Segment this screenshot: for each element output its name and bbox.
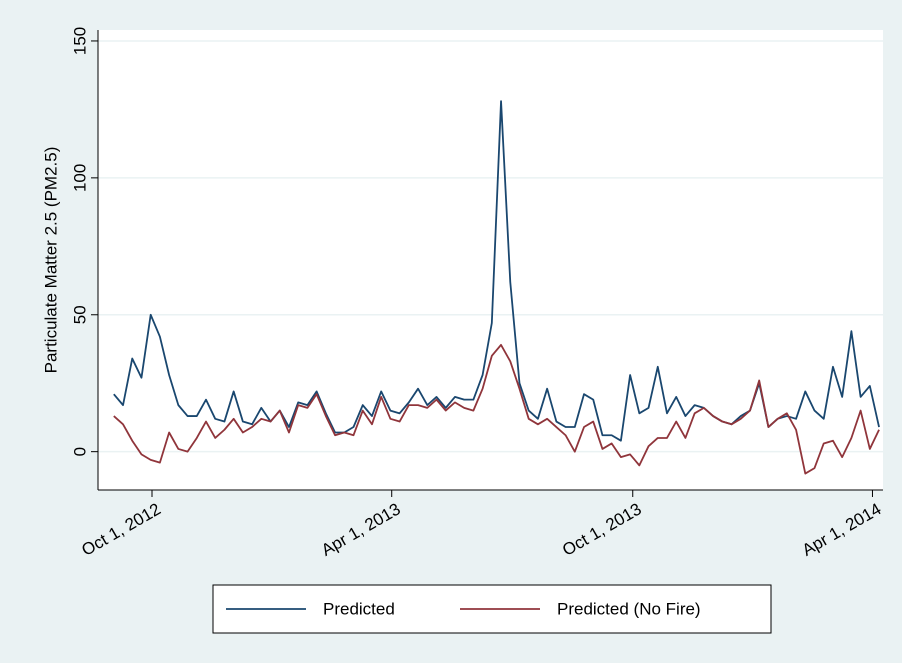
y-tick-label: 50	[70, 305, 89, 324]
data-line	[113, 343, 880, 475]
y-tick-label: 150	[70, 27, 89, 55]
y-tick-label: 0	[70, 447, 89, 456]
y-tick-label: 100	[70, 164, 89, 192]
legend-label: Predicted	[323, 599, 395, 618]
plot-area	[98, 30, 883, 490]
y-axis-label: Particulate Matter 2.5 (PM2.5)	[41, 147, 60, 374]
legend-label: Predicted (No Fire)	[557, 599, 701, 618]
